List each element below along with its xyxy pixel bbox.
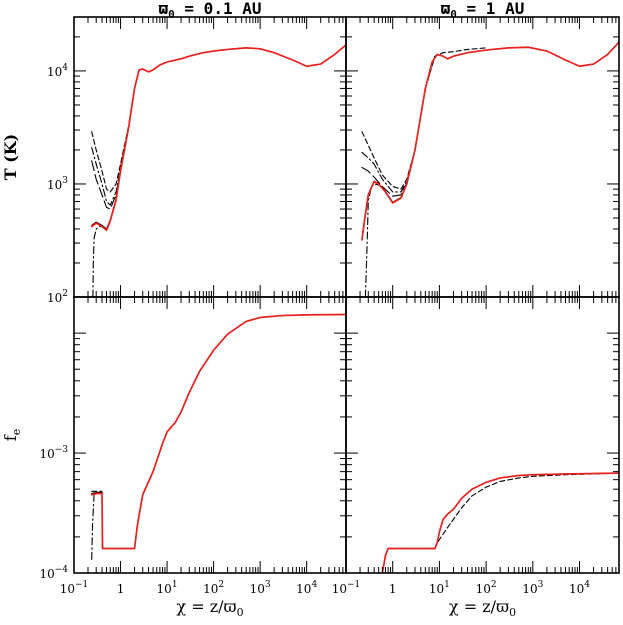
- panel-title-symbol: ϖ: [159, 0, 169, 18]
- x-tick-label: 102: [476, 580, 497, 596]
- tick-exponent: 2: [491, 580, 497, 590]
- series-line-0: [90, 44, 346, 232]
- x-tick-label: 101: [157, 580, 178, 596]
- tick-exponent: 3: [265, 580, 271, 590]
- panel-title-rest: = 0.1 AU: [175, 0, 262, 18]
- x-tick-label: 1: [117, 582, 125, 596]
- series-line-0: [90, 313, 346, 550]
- panel-fe-1AU: [345, 296, 620, 574]
- tick-base: 10: [60, 582, 75, 596]
- y-axis-label-subscript: e: [10, 429, 23, 436]
- tick-base: 10: [39, 447, 54, 461]
- tick-exponent: 2: [218, 580, 224, 590]
- tick-base: 10: [39, 567, 54, 581]
- tick-base: 10: [203, 582, 218, 596]
- tick-exponent: 1: [444, 580, 450, 590]
- y-tick-label: 102: [47, 289, 68, 305]
- x-axis-label-subscript: 0: [237, 606, 244, 619]
- panel-title: ϖ0 = 0.1 AU: [159, 0, 262, 21]
- series-group: [381, 472, 619, 573]
- y-tick-label: 103: [47, 176, 68, 192]
- tick-base: 10: [332, 582, 347, 596]
- x-tick-label: 10−1: [60, 580, 89, 596]
- series-line-0: [381, 472, 619, 573]
- y-axis-label: fe: [1, 429, 23, 441]
- panel-title: ϖ0 = 1 AU: [441, 0, 525, 21]
- y-axis-label-main: T (K): [1, 134, 20, 181]
- panels-group: [73, 16, 620, 574]
- tick-base: 10: [47, 178, 62, 192]
- x-tick-label: 101: [429, 580, 450, 596]
- x-tick-label: 1: [389, 582, 397, 596]
- tick-marks: [73, 16, 347, 298]
- panel-frame: [345, 296, 620, 574]
- x-tick-label: 104: [296, 580, 317, 596]
- tick-exponent: −3: [55, 445, 69, 455]
- tick-base: 10: [47, 65, 62, 79]
- series-line-5: [364, 183, 380, 297]
- tick-marks: [345, 16, 620, 298]
- y-axis-label-main: f: [1, 434, 20, 441]
- x-tick-label: 104: [569, 580, 590, 596]
- y-tick-label: 10−4: [39, 565, 68, 581]
- tick-base: 1: [117, 582, 125, 596]
- x-axis-label-main: χ = z/ϖ: [176, 597, 236, 616]
- tick-base: 10: [429, 582, 444, 596]
- x-axis-label: χ = z/ϖ0: [449, 597, 516, 619]
- tick-exponent: 4: [62, 63, 68, 73]
- tick-exponent: −4: [55, 565, 69, 575]
- x-axis-label-subscript: 0: [509, 606, 516, 619]
- series-line-0: [361, 41, 619, 241]
- tick-marks: [345, 296, 620, 574]
- series-group: [361, 41, 619, 297]
- y-tick-label: 10−3: [39, 445, 68, 461]
- tick-base: 1: [389, 582, 397, 596]
- x-axis-label-main: χ = z/ϖ: [449, 597, 509, 616]
- tick-exponent: 1: [172, 580, 178, 590]
- y-axis-label: T (K): [1, 134, 20, 181]
- x-tick-label: 103: [522, 580, 543, 596]
- tick-base: 10: [250, 582, 265, 596]
- tick-base: 10: [569, 582, 584, 596]
- tick-exponent: 3: [538, 580, 544, 590]
- panel-title-subscript: 0: [168, 8, 175, 21]
- tick-exponent: 3: [62, 176, 68, 186]
- panel-title-symbol: ϖ: [441, 0, 451, 18]
- x-tick-label: 102: [203, 580, 224, 596]
- tick-base: 10: [157, 582, 172, 596]
- tick-base: 10: [47, 291, 62, 305]
- tick-base: 10: [476, 582, 491, 596]
- tick-exponent: 4: [584, 580, 590, 590]
- tick-exponent: 4: [311, 580, 317, 590]
- panel-title-rest: = 1 AU: [457, 0, 524, 18]
- x-tick-label: 10−1: [332, 580, 361, 596]
- x-axis-label: χ = z/ϖ0: [176, 597, 243, 619]
- series-line-5: [92, 226, 103, 297]
- tick-base: 10: [296, 582, 311, 596]
- tick-exponent: −1: [347, 580, 360, 590]
- tick-exponent: 2: [62, 289, 68, 299]
- x-tick-label: 103: [250, 580, 271, 596]
- series-group: [90, 44, 346, 297]
- series-line-2: [434, 472, 619, 550]
- y-tick-label: 104: [47, 63, 68, 79]
- panel-title-subscript: 0: [450, 8, 457, 21]
- tick-exponent: −1: [75, 580, 88, 590]
- series-group: [90, 313, 346, 560]
- tick-base: 10: [522, 582, 537, 596]
